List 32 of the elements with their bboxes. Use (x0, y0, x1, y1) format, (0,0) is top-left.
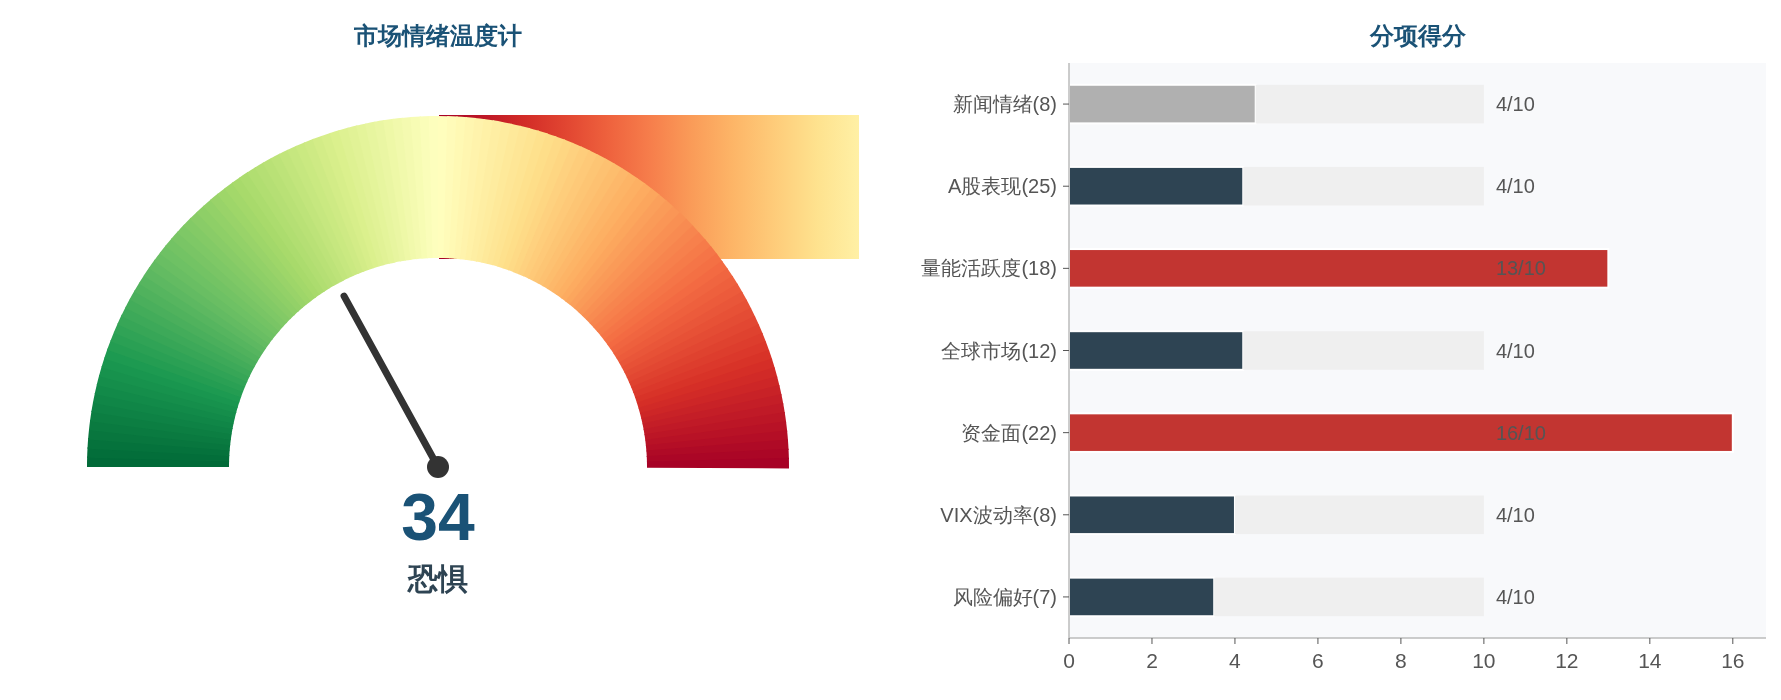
x-tick-label: 4 (1229, 649, 1242, 672)
text: 恐惧 (407, 562, 468, 595)
x-tick-label: 2 (1146, 649, 1158, 672)
bar (1255, 84, 1484, 124)
x-tick-label: 14 (1638, 649, 1662, 672)
x-tick-label: 0 (1063, 649, 1075, 672)
x-tick-label: 12 (1555, 649, 1579, 672)
data-label: 34 (401, 480, 475, 554)
annotation: 4/10 (1495, 339, 1535, 362)
y-tick-label: A股表现(25) (948, 175, 1057, 198)
y-tick-label: VIX波动率(8) (940, 503, 1057, 526)
bar (1243, 331, 1484, 370)
chart-title: 分项得分 (1368, 22, 1467, 49)
annotation: 4/10 (1495, 93, 1535, 116)
bar (1234, 495, 1484, 535)
annotation: 4/10 (1495, 585, 1535, 608)
x-tick-label: 16 (1721, 649, 1745, 672)
y-tick-label: 资金面(22) (961, 421, 1057, 444)
annotation: 4/10 (1495, 503, 1535, 526)
annotation: 4/10 (1495, 175, 1535, 198)
annotation: 13/10 (1495, 257, 1546, 280)
x-tick-label: 10 (1472, 649, 1496, 672)
x-tick-label: 8 (1395, 649, 1407, 672)
y-tick-label: 量能活跃度(18) (921, 257, 1057, 280)
y-tick-label: 新闻情绪(8) (952, 93, 1057, 116)
text: 市场情绪温度计 (353, 22, 522, 49)
bar (1214, 577, 1484, 617)
bar (1243, 166, 1484, 206)
y-tick-label: 全球市场(12) (941, 339, 1057, 362)
annotation: 16/10 (1495, 421, 1546, 444)
y-tick-label: 风险偏好(7) (952, 585, 1057, 608)
x-tick-label: 6 (1312, 649, 1324, 672)
